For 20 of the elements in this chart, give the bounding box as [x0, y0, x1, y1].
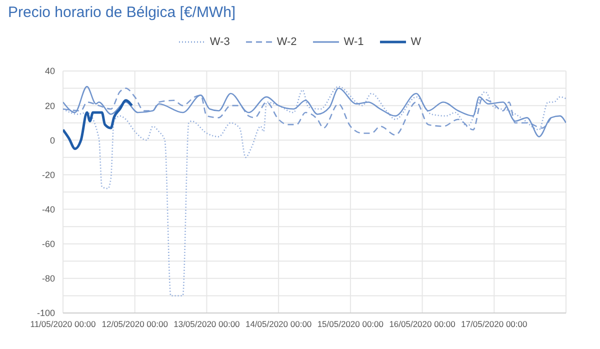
x-tick-label: 15/05/2020 00:00 — [317, 319, 384, 330]
legend-label: W-1 — [344, 36, 364, 48]
y-tick-label: -40 — [42, 204, 55, 214]
y-tick-label: 20 — [44, 100, 55, 111]
x-tick-label: 17/05/2020 00:00 — [461, 319, 528, 330]
x-tick-label: 12/05/2020 00:00 — [102, 319, 168, 330]
chart-title: Precio horario de Bélgica [€/MWh] — [8, 4, 236, 21]
y-tick-label: -80 — [42, 274, 55, 284]
y-tick-label: 40 — [44, 66, 55, 76]
y-tick-label: 0 — [50, 135, 55, 146]
y-tick-label: -20 — [42, 170, 55, 180]
y-tick-label: -100 — [36, 308, 55, 318]
legend-label: W-3 — [210, 36, 230, 48]
x-tick-label: 16/05/2020 00:00 — [389, 319, 456, 330]
x-tick-label: 13/05/2020 00:00 — [174, 319, 240, 330]
x-tick-label: 11/05/2020 00:00 — [30, 319, 96, 330]
legend-label: W-2 — [276, 36, 297, 48]
x-tick-label: 14/05/2020 00:00 — [245, 319, 312, 330]
legend-label: W — [410, 36, 422, 48]
y-tick-label: -60 — [42, 239, 55, 250]
